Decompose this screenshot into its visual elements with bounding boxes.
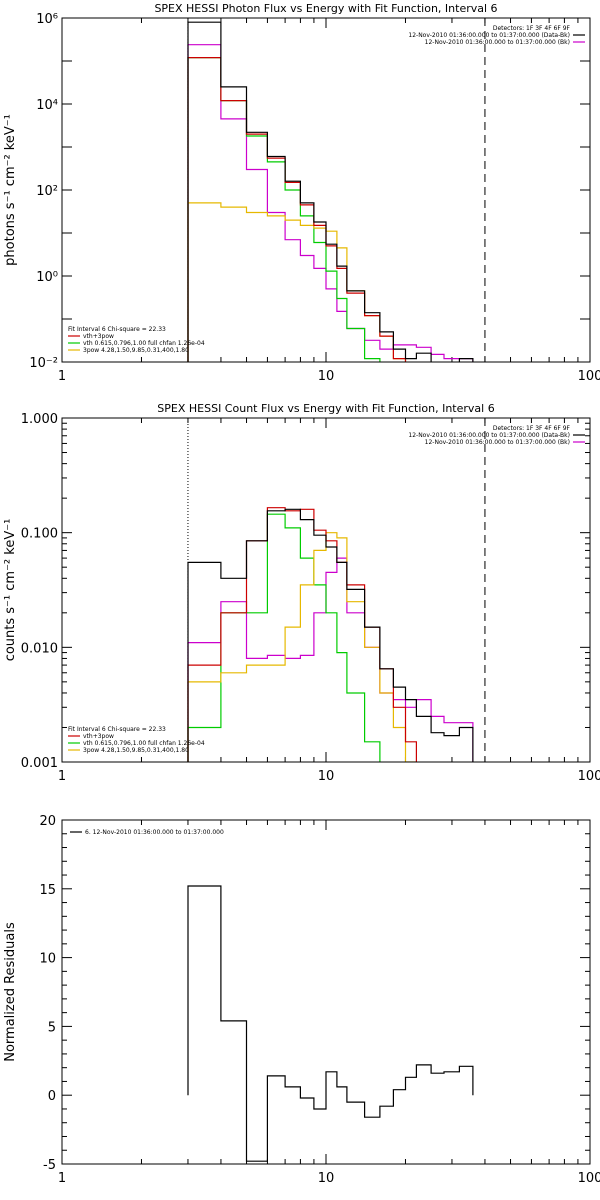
- series-bk-line: [187, 557, 474, 762]
- series-data-bk-line: [187, 21, 474, 362]
- x-tick-label: 1: [58, 369, 66, 384]
- chart-panel-2: SPEX HESSI Count Flux vs Energy with Fit…: [3, 402, 600, 784]
- plot-frame: [61, 819, 591, 1165]
- series-vth-line: [187, 513, 381, 762]
- y-tick-label: 10: [39, 952, 56, 967]
- y-tick-label: 5: [48, 1020, 56, 1035]
- legend-top-entry: Detectors: 1F 3F 4F 6F 9F: [493, 425, 571, 432]
- y-tick-label: -5: [43, 1158, 56, 1173]
- legend-top-entry: Detectors: 1F 3F 4F 6F 9F: [493, 25, 571, 32]
- legend-bottom-entry: Fit Interval 6 Chi-square = 22.33: [68, 726, 166, 733]
- y-tick-label: 10⁰: [36, 270, 58, 285]
- legend-bottom-entry: Fit Interval 6 Chi-square = 22.33: [68, 326, 166, 333]
- legend-top-entry: 12-Nov-2010 01:36:00.000 to 01:37:00.000…: [425, 439, 570, 446]
- chart-title: SPEX HESSI Count Flux vs Energy with Fit…: [157, 402, 494, 415]
- chart-panel-3: Normalized Residuals 1 10 100 -5 0 5 10 15 20 6. 1…: [3, 814, 600, 1186]
- plot-frame: [61, 417, 591, 763]
- legend-top-entry: 12-Nov-2010 01:36:00.000 to 01:37:00.000…: [408, 432, 570, 439]
- y-tick-label: 10⁶: [36, 12, 58, 27]
- x-tick-label: 100: [578, 769, 600, 784]
- x-tick-label: 100: [578, 369, 600, 384]
- y-axis-label: counts s⁻¹ cm⁻² keV⁻¹: [3, 519, 18, 662]
- y-tick-label: 10²: [36, 184, 58, 199]
- y-tick-label: 15: [39, 883, 56, 898]
- series-3pow-line: [187, 532, 417, 762]
- legend-bottom-entry: 3pow 4.28,1.50,9.85,0.31,400,1.80: [83, 747, 189, 754]
- series-vth-3pow-line: [187, 507, 417, 762]
- series-residuals-line: [187, 885, 474, 1162]
- x-tick-label: 10: [318, 369, 335, 384]
- y-axis-label: photons s⁻¹ cm⁻² keV⁻¹: [3, 114, 18, 266]
- legend-bottom-entry: 3pow 4.28,1.50,9.85,0.31,400,1.80: [83, 347, 189, 354]
- x-tick-label: 1: [58, 1171, 66, 1186]
- legend-top-entry: 6. 12-Nov-2010 01:36:00.000 to 01:37:00.…: [85, 829, 224, 836]
- chart-panel-1: SPEX HESSI Photon Flux vs Energy with Fi…: [3, 2, 600, 384]
- y-axis-label: Normalized Residuals: [3, 922, 18, 1062]
- legend-bottom-entry: vth 0.615,0.796,1.00 full chfan 1.26e-04: [83, 340, 205, 347]
- y-tick-label: 1.000: [21, 412, 58, 427]
- x-tick-label: 10: [318, 1171, 335, 1186]
- legend-bottom-entry: vth+3pow: [83, 733, 114, 740]
- x-tick-label: 1: [58, 769, 66, 784]
- series-bk-line: [187, 44, 474, 362]
- y-tick-label: 10⁴: [36, 98, 58, 113]
- legend-top-entry: 12-Nov-2010 01:36:00.000 to 01:37:00.000…: [408, 32, 570, 39]
- x-tick-label: 100: [578, 1171, 600, 1186]
- x-tick-label: 10: [318, 769, 335, 784]
- y-tick-label: 0: [48, 1089, 56, 1104]
- series-data-bk-line: [187, 508, 474, 762]
- legend-bottom-entry: vth+3pow: [83, 333, 114, 340]
- legend-bottom-entry: vth 0.615,0.796,1.00 full chfan 1.26e-04: [83, 740, 205, 747]
- y-tick-label: 0.001: [21, 756, 58, 771]
- plot-frame: [61, 17, 591, 363]
- chart-title: SPEX HESSI Photon Flux vs Energy with Fi…: [154, 2, 497, 15]
- legend-top-entry: 12-Nov-2010 01:36:00.000 to 01:37:00.000…: [425, 39, 570, 46]
- y-tick-label: 0.010: [21, 641, 58, 656]
- y-tick-label: 10⁻²: [29, 356, 58, 371]
- y-tick-label: 20: [39, 814, 56, 829]
- y-tick-label: 0.100: [21, 527, 58, 542]
